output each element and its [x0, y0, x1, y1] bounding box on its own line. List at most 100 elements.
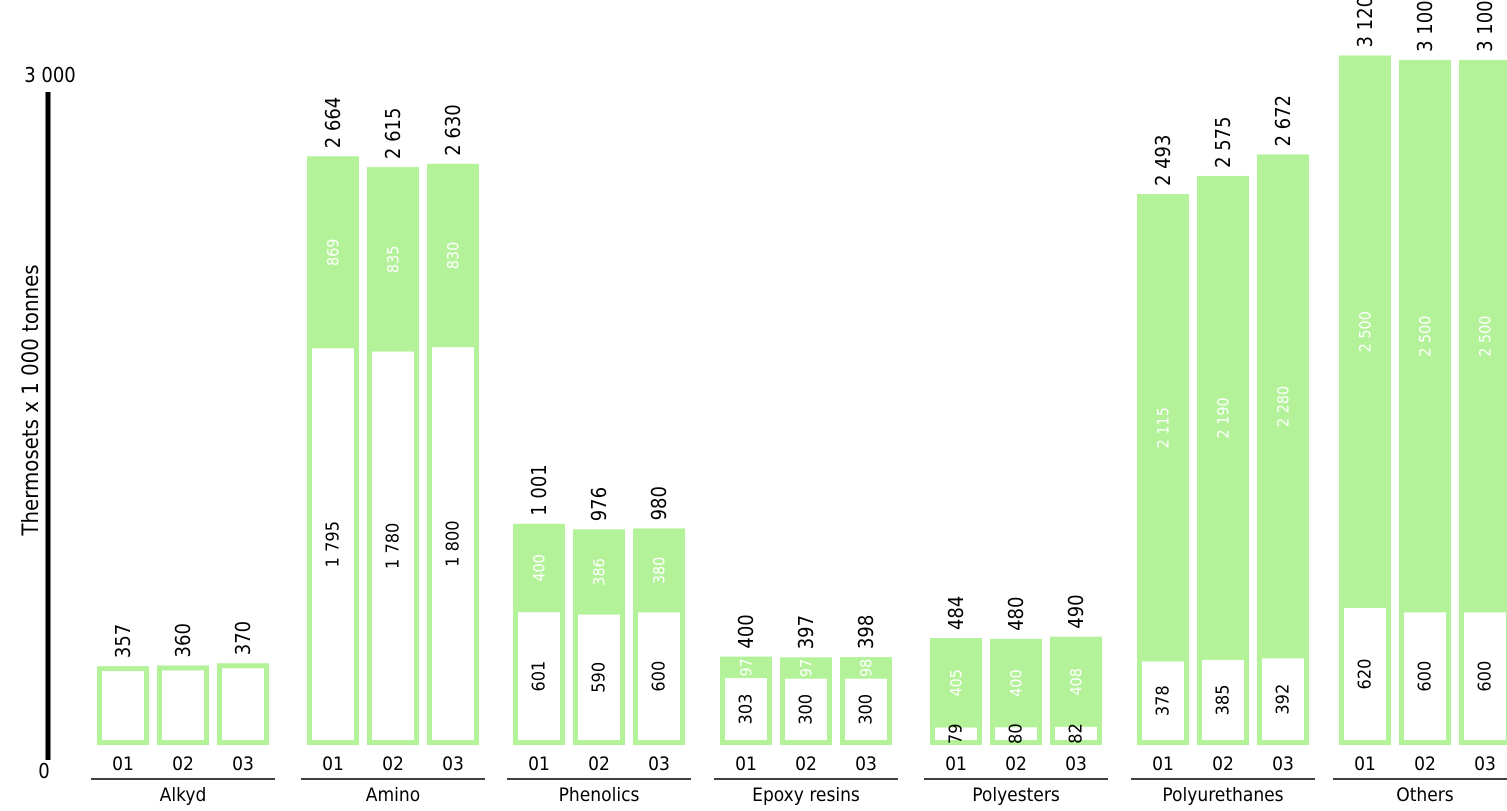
bar-total-label: 1 001	[527, 464, 551, 516]
bar-upper-label: 408	[1067, 668, 1086, 695]
group-label: Polyurethanes	[1162, 784, 1283, 806]
group-label: Amino	[366, 784, 420, 806]
bar-upper-label: 835	[384, 246, 403, 273]
chart-marks: 357 01 360 02 370 03 Alkyd 1 795 869 2 664 01 1 780…	[91, 0, 1507, 806]
bar-lower-label: 392	[1273, 684, 1294, 715]
bar-total-label: 398	[854, 615, 878, 649]
x-tick-label: 02	[382, 753, 404, 775]
bar-total-label: 357	[111, 624, 135, 658]
bar-upper-label: 380	[650, 557, 669, 584]
bar-segment-lower	[518, 612, 560, 740]
bar-lower-label: 620	[1355, 659, 1376, 690]
bar-total-label: 400	[734, 614, 758, 648]
bar-segment-lower	[935, 727, 977, 740]
bar-segment-lower	[102, 671, 144, 740]
bar-upper-label: 830	[444, 242, 463, 269]
bar-segment-lower	[995, 727, 1037, 740]
bar-segment-lower	[638, 612, 680, 740]
x-tick-label: 03	[648, 753, 670, 775]
bar-lower-label: 82	[1066, 723, 1087, 744]
x-tick-label: 01	[322, 753, 344, 775]
bar-lower-label: 378	[1153, 685, 1174, 716]
bar-segment-lower	[785, 678, 827, 740]
bar-lower-label: 300	[856, 694, 877, 725]
bar-upper-label: 2 500	[1476, 316, 1495, 357]
bar-lower-label: 300	[796, 694, 817, 725]
bar-lower-label: 1 800	[443, 520, 464, 566]
bar-total	[1197, 175, 1249, 746]
bar-segment-lower	[162, 670, 204, 740]
bar-total-label: 2 630	[441, 104, 465, 156]
bar-lower-label: 80	[1006, 723, 1027, 744]
bar-total	[1137, 194, 1189, 745]
bar-lower-label: 600	[1415, 661, 1436, 692]
x-tick-label: 01	[1354, 753, 1376, 775]
x-tick-label: 01	[112, 753, 134, 775]
bar-total-label: 2 672	[1271, 95, 1295, 147]
bar-segment-lower	[372, 351, 414, 740]
bar-lower-label: 303	[736, 694, 757, 725]
bar-segment-lower	[1202, 659, 1244, 740]
bar-lower-label: 601	[529, 661, 550, 692]
bar-total-label: 976	[587, 487, 611, 521]
bar-upper-label: 97	[797, 659, 816, 677]
bar-total-label: 360	[171, 623, 195, 657]
y-axis-label: Thermosets x 1 000 tonnes	[19, 264, 44, 536]
bar-total-label: 980	[647, 486, 671, 520]
x-tick-label: 02	[588, 753, 610, 775]
bar-segment-lower	[725, 678, 767, 740]
bar-upper-label: 386	[590, 558, 609, 585]
bar-upper-label: 2 500	[1416, 316, 1435, 357]
x-tick-label: 01	[528, 753, 550, 775]
bar-lower-label: 600	[649, 661, 670, 692]
bar-lower-label: 1 780	[383, 523, 404, 569]
bar-total-label: 2 493	[1151, 135, 1175, 187]
bar-upper-label: 2 280	[1274, 386, 1293, 427]
bar-segment-lower	[845, 678, 887, 740]
bar-segment-lower	[312, 348, 354, 740]
bar-total-label: 490	[1064, 594, 1088, 628]
x-tick-label: 02	[172, 753, 194, 775]
bar-segment-lower	[578, 614, 620, 740]
y-tick-zero: 0	[38, 759, 49, 783]
group-label: Epoxy resins	[752, 784, 860, 806]
x-tick-label: 02	[1414, 753, 1436, 775]
bar-upper-label: 98	[857, 659, 876, 677]
bar-upper-label: 400	[1007, 669, 1026, 696]
x-tick-label: 03	[855, 753, 877, 775]
x-tick-label: 01	[735, 753, 757, 775]
bar-total-label: 2 615	[381, 108, 405, 160]
x-tick-label: 01	[945, 753, 967, 775]
x-tick-label: 03	[1272, 753, 1294, 775]
bar-segment-lower	[1055, 726, 1097, 740]
x-tick-label: 03	[1474, 753, 1496, 775]
bar-lower-label: 600	[1475, 661, 1496, 692]
x-tick-label: 02	[1212, 753, 1234, 775]
x-tick-label: 02	[795, 753, 817, 775]
y-tick-max: 3 000	[24, 63, 76, 87]
bar-total	[1257, 154, 1309, 745]
bar-segment-lower	[222, 668, 264, 740]
bar-total-label: 484	[944, 596, 968, 630]
bar-upper-label: 2 500	[1356, 311, 1375, 352]
bar-segment-lower	[1142, 661, 1184, 740]
bar-total-label: 2 664	[321, 97, 345, 149]
group-label: Others	[1396, 784, 1454, 806]
bar-lower-label: 590	[589, 662, 610, 693]
bar-total	[930, 638, 982, 745]
bar-total-label: 3 100	[1413, 0, 1437, 52]
bar-upper-label: 2 190	[1214, 397, 1233, 438]
bar-upper-label: 869	[324, 239, 343, 266]
bar-upper-label: 97	[737, 658, 756, 676]
group-label: Polyesters	[972, 784, 1060, 806]
bar-segment-lower	[432, 347, 474, 740]
bar-segment-lower	[1344, 607, 1386, 740]
bar-lower-label: 79	[946, 723, 967, 744]
bar-lower-label: 1 795	[323, 521, 344, 567]
bar-segment-lower	[1464, 612, 1506, 740]
bar-total-label: 2 575	[1211, 116, 1235, 168]
bar-total-label: 370	[231, 621, 255, 655]
bar-total-label: 397	[794, 615, 818, 649]
bar-upper-label: 405	[947, 669, 966, 696]
